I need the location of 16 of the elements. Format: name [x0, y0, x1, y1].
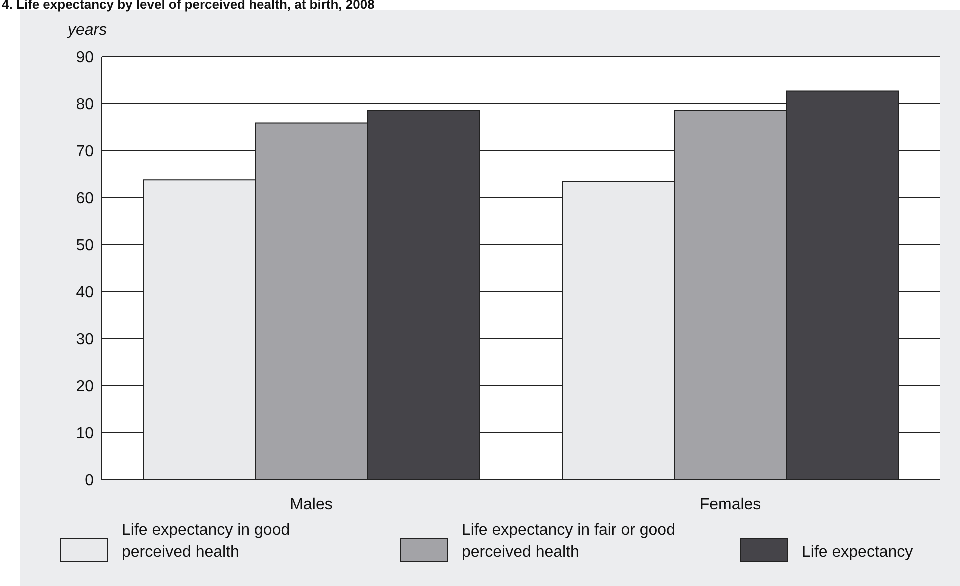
x-tick-label: Females	[700, 496, 762, 514]
x-tick-label: Males	[290, 496, 333, 514]
y-tick-label: 10	[76, 426, 94, 443]
y-tick-label: 40	[76, 284, 94, 302]
y-tick-label: 0	[85, 472, 94, 490]
y-tick-label: 60	[76, 190, 94, 208]
legend-label: Life expectancy in good perceived health	[122, 521, 292, 563]
y-tick-label: 20	[76, 378, 94, 396]
y-tick-label: 90	[76, 50, 94, 67]
legend-label: Life expectancy in fair or good perceived health	[462, 521, 676, 563]
y-tick-label: 80	[76, 96, 94, 114]
y-tick-label: 50	[76, 238, 94, 255]
legend-label: Life expectancy	[802, 543, 914, 563]
y-tick-label: 30	[76, 332, 94, 349]
y-tick-label: 70	[76, 144, 94, 161]
y-axis-title: years	[68, 22, 108, 40]
